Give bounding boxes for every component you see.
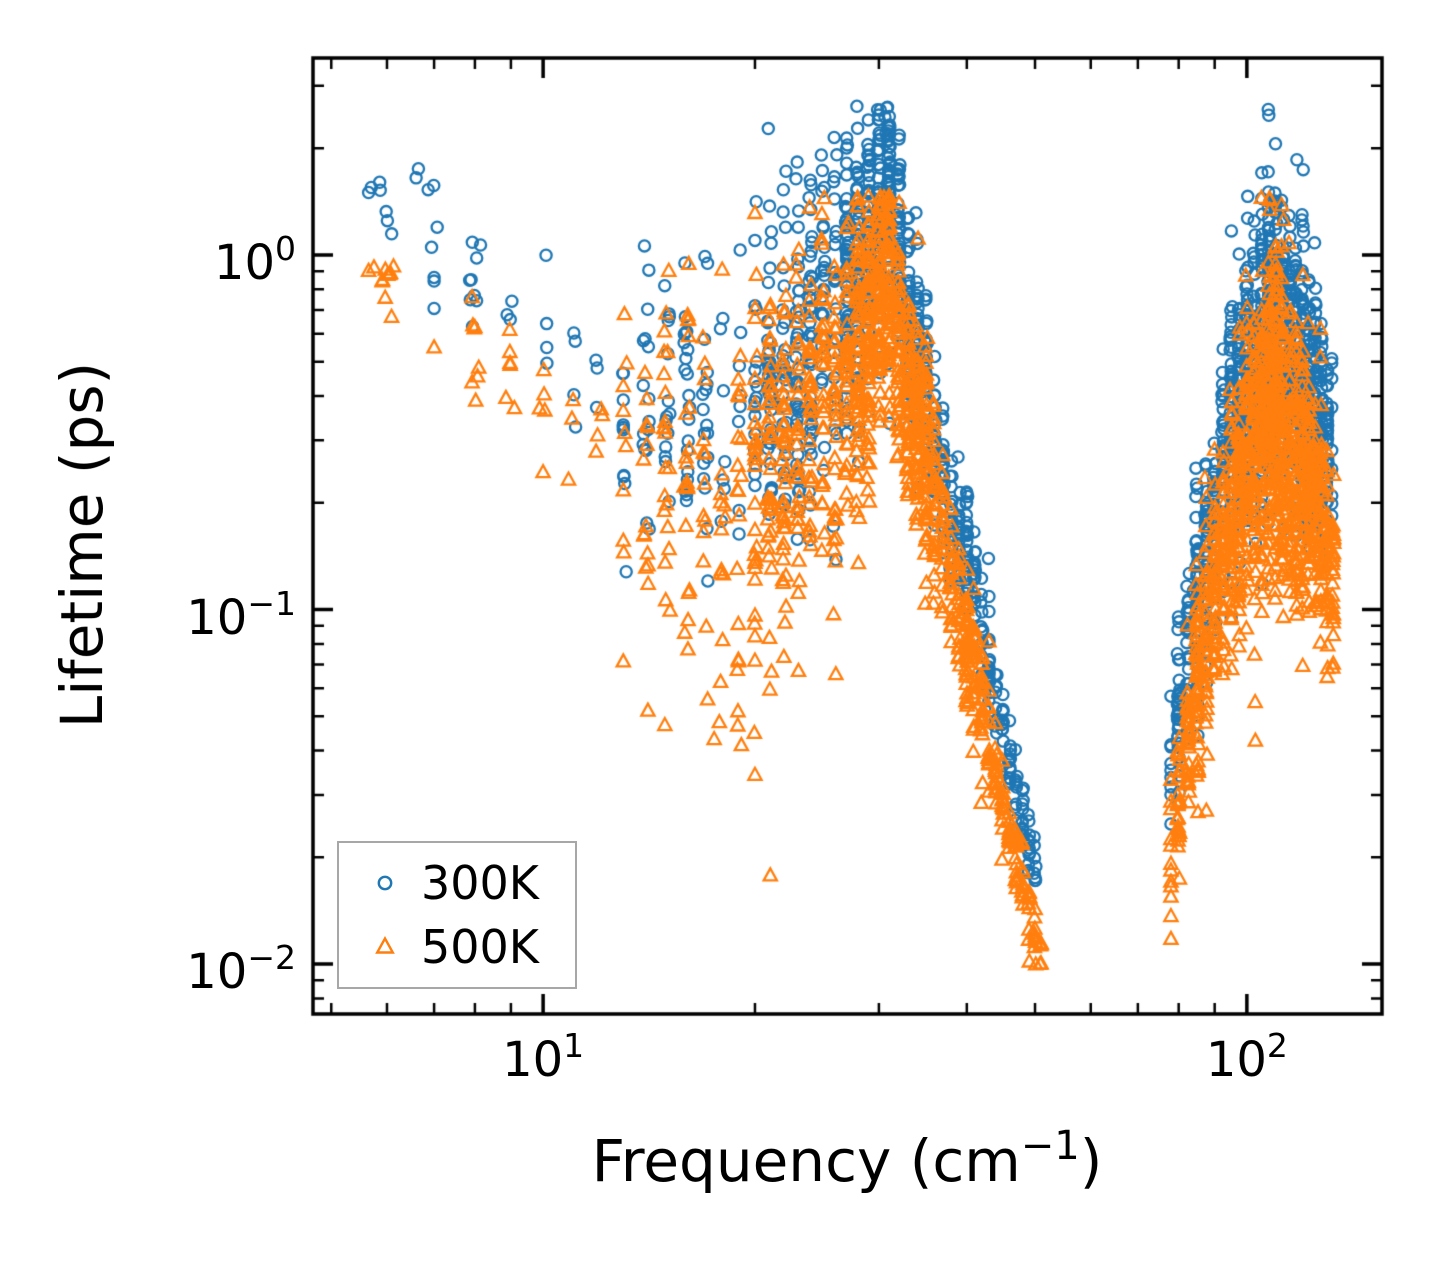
x-axis-title: Frequency (cm−1)	[592, 1126, 1103, 1190]
y-axis-title: Lifetime (ps)	[48, 361, 116, 729]
y-tick-label: 10−2	[186, 938, 296, 1001]
x-axis-title-close: )	[1079, 1127, 1103, 1195]
legend-label: 300K	[421, 856, 539, 910]
x-axis-title-superscript: −1	[1020, 1123, 1080, 1169]
x-tick-label: 101	[502, 1026, 585, 1088]
legend-circle-marker-icon	[377, 875, 393, 891]
y-tick-label: 100	[213, 228, 296, 291]
legend-label: 500K	[421, 920, 539, 974]
legend-entry: 300K	[339, 860, 575, 906]
legend-entry: 500K	[339, 924, 575, 970]
legend-triangle-marker-icon	[375, 936, 395, 954]
y-tick-label: 10−1	[186, 583, 296, 646]
x-tick-label: 102	[1205, 1026, 1288, 1088]
x-axis-title-text: Frequency (cm	[591, 1127, 1021, 1195]
legend: 300K 500K	[337, 841, 577, 989]
